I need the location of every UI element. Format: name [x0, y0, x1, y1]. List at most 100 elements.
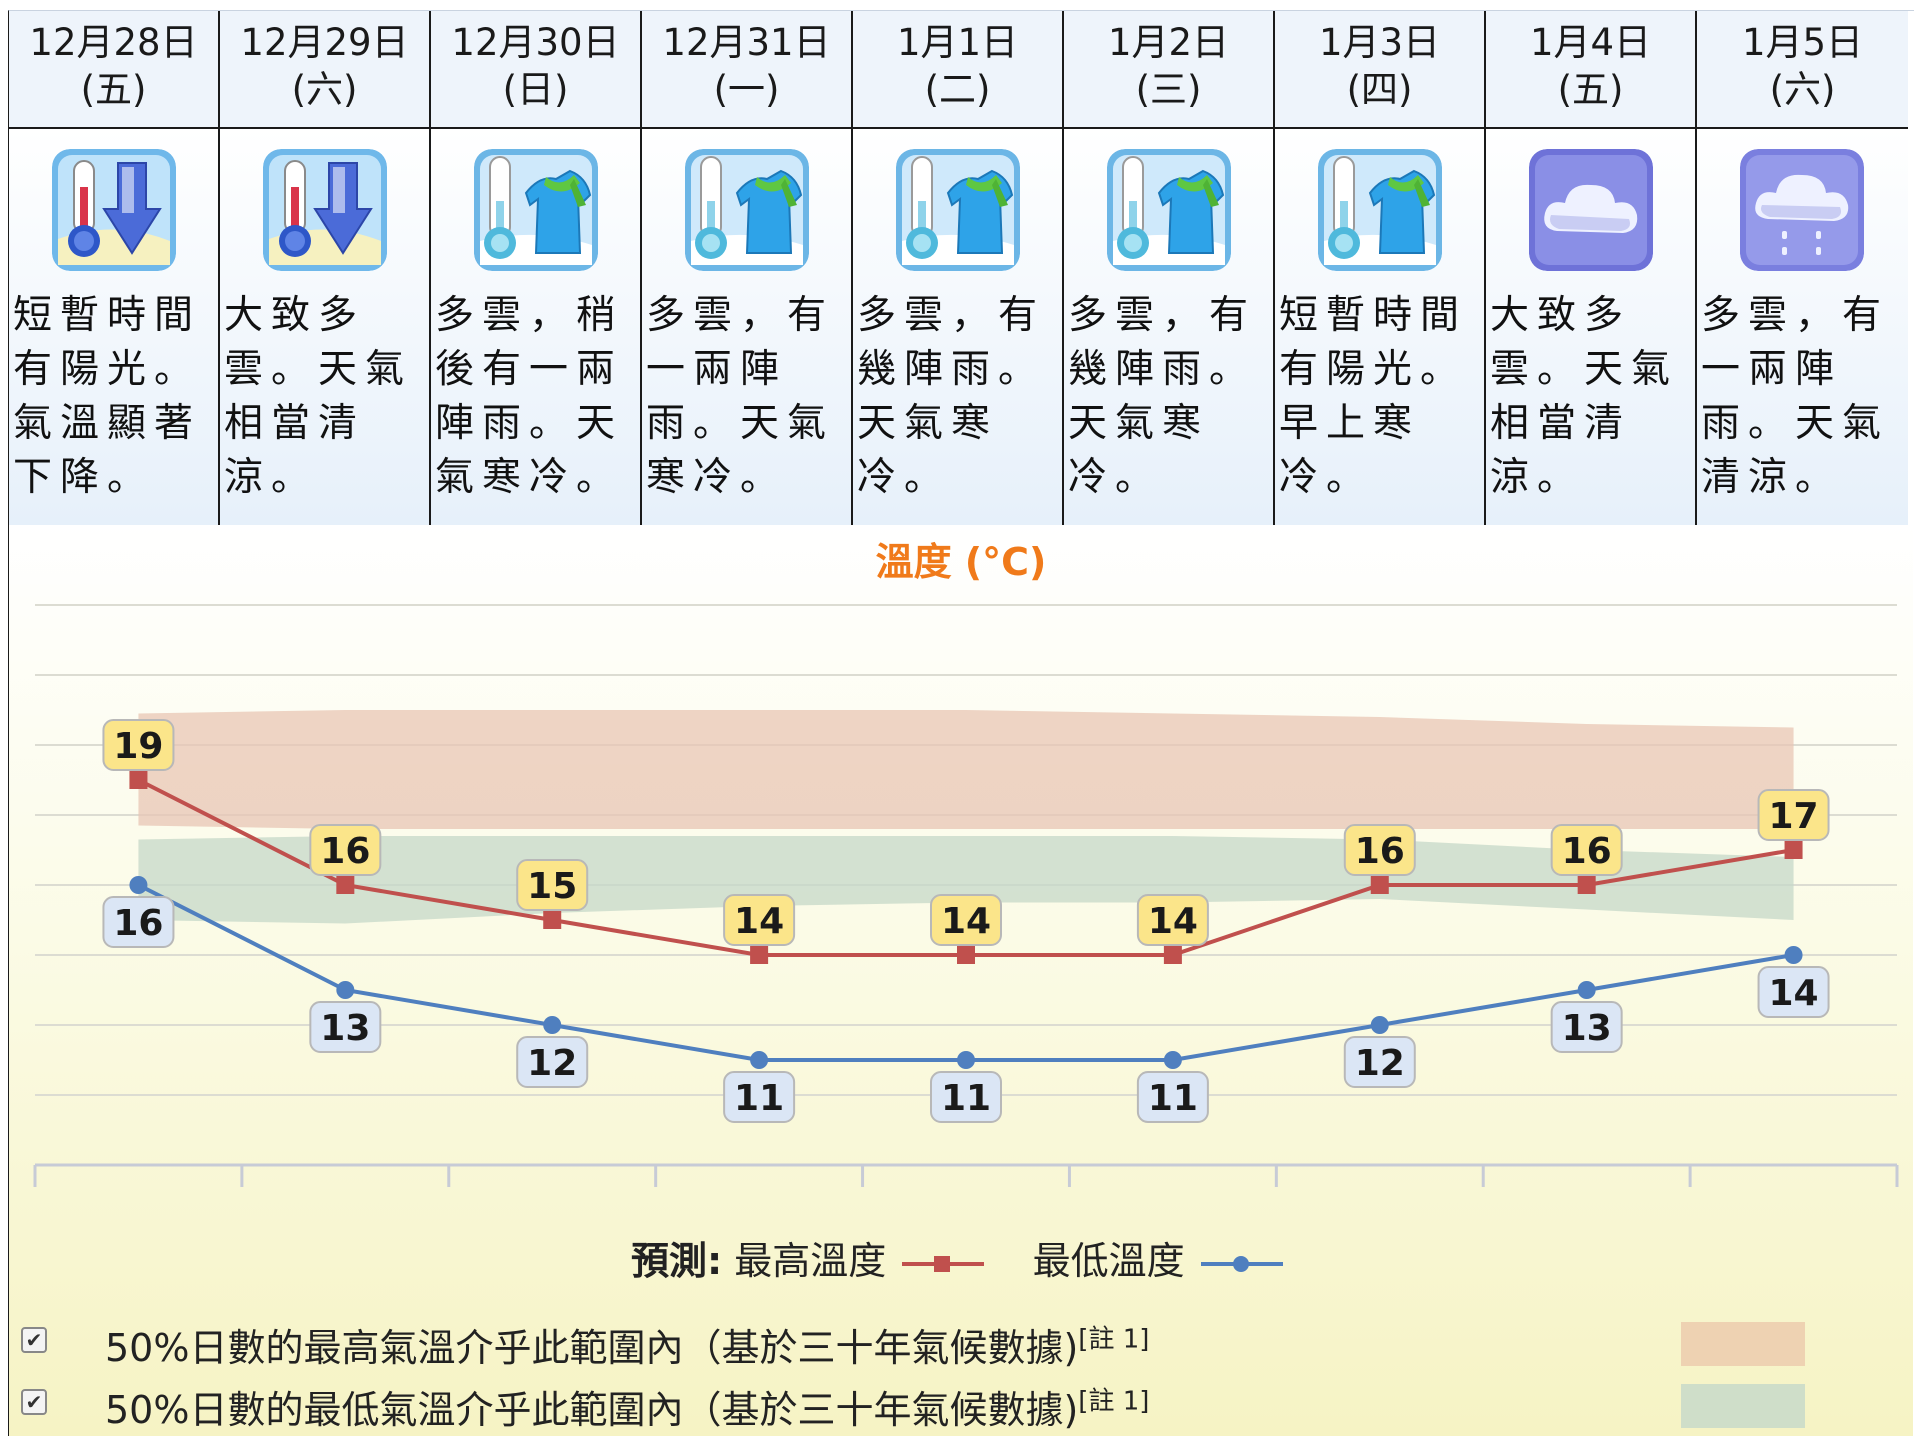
forecast-day: 1月1日 (二) 多雲，有幾陣雨。天氣寒冷。	[853, 11, 1064, 526]
min-data-label: 13	[320, 1008, 370, 1049]
day-date: 1月3日	[1318, 21, 1441, 64]
day-header: 12月28日 (五)	[9, 11, 218, 129]
cold-icon[interactable]	[1318, 149, 1442, 271]
min-data-label: 13	[1562, 1008, 1612, 1049]
min-label-box	[723, 1071, 796, 1123]
day-header: 1月5日 (六)	[1697, 11, 1908, 129]
min-data-label: 11	[1148, 1078, 1198, 1119]
min-data-label: 14	[1769, 973, 1819, 1014]
cloudy-icon[interactable]	[1529, 149, 1653, 271]
chart-title: 溫度 (°C)	[876, 540, 1047, 584]
day-date: 1月5日	[1741, 21, 1864, 64]
day-header: 1月1日 (二)	[853, 11, 1062, 129]
day-header: 1月2日 (三)	[1064, 11, 1273, 129]
band-min-swatch	[1681, 1384, 1805, 1428]
day-date: 12月31日	[662, 21, 831, 64]
max-point	[129, 771, 148, 789]
day-weekday: (二)	[924, 68, 991, 111]
max-label-box	[309, 824, 382, 876]
forecast-table: 12月28日 (五) 短暫時間有陽光。氣溫顯著下降。 12月29日 (六) 大致多雲。天氣…	[8, 10, 1914, 526]
day-weekday: (六)	[1769, 68, 1836, 111]
max-label-box	[723, 894, 796, 946]
band-min-note[interactable]: [註 1]	[1078, 1386, 1150, 1417]
forecast-day: 1月3日 (四) 短暫時間有陽光。早上寒冷。	[1275, 11, 1486, 526]
min-label-box	[930, 1071, 1002, 1123]
min-label-box	[1757, 966, 1830, 1018]
max-label-box	[1757, 789, 1830, 841]
day-date: 1月2日	[1107, 21, 1230, 64]
day-weekday: (日)	[502, 68, 569, 111]
legend-max-label: 最高溫度	[734, 1239, 887, 1283]
max-point	[1163, 946, 1182, 964]
day-body: 多雲，有幾陣雨。天氣寒冷。	[853, 129, 1062, 526]
legend-min-marker	[1200, 1255, 1283, 1272]
legend-prefix: 預測:	[631, 1239, 723, 1283]
temperature-drop-icon[interactable]	[52, 149, 176, 271]
max-label-box	[1550, 824, 1623, 876]
max-point	[1784, 841, 1803, 859]
temperature-drop-icon[interactable]	[263, 149, 387, 271]
min-data-label: 11	[734, 1078, 784, 1119]
cold-icon[interactable]	[896, 149, 1020, 271]
day-description: 短暫時間有陽光。氣溫顯著下降。	[13, 293, 202, 500]
day-description: 多雲，有一兩陣雨。天氣寒冷。	[646, 293, 835, 500]
forecast-day: 1月4日 (五) 大致多雲。天氣相當清涼。	[1486, 11, 1697, 526]
min-label-box	[1343, 1036, 1416, 1088]
cold-icon[interactable]	[685, 149, 809, 271]
max-data-label: 14	[1148, 901, 1198, 942]
min-point	[1784, 946, 1803, 964]
band-max-checkbox[interactable]: ✔	[21, 1327, 47, 1353]
max-data-label: 17	[1769, 796, 1819, 837]
band-min-checkbox[interactable]: ✔	[21, 1389, 47, 1415]
day-description: 多雲，有幾陣雨。天氣寒冷。	[857, 293, 1046, 500]
day-body: 大致多雲。天氣相當清涼。	[1486, 129, 1695, 526]
day-description: 大致多雲。天氣相當清涼。	[224, 293, 413, 500]
day-weekday: (四)	[1346, 68, 1413, 111]
min-label-box	[1136, 1071, 1209, 1123]
max-point	[543, 911, 562, 929]
day-weekday: (六)	[291, 68, 358, 111]
band-min-text: 50%日數的最低氣溫介乎此範圍內（基於三十年氣候數據)	[105, 1388, 1079, 1432]
day-date: 1月1日	[896, 21, 1019, 64]
max-data-label: 16	[320, 831, 370, 872]
min-point	[1163, 1051, 1182, 1069]
light-rain-icon[interactable]	[1740, 149, 1864, 271]
day-date: 12月28日	[29, 21, 198, 64]
day-weekday: (一)	[713, 68, 780, 111]
band-max-text: 50%日數的最高氣溫介乎此範圍內（基於三十年氣候數據)	[105, 1326, 1079, 1370]
day-header: 12月29日 (六)	[220, 11, 429, 129]
day-date: 12月29日	[240, 21, 409, 64]
day-body: 多雲，有幾陣雨。天氣寒冷。	[1064, 129, 1273, 526]
day-description: 大致多雲。天氣相當清涼。	[1490, 293, 1679, 500]
cold-icon[interactable]	[474, 149, 598, 271]
cold-icon[interactable]	[1107, 149, 1231, 271]
day-date: 12月30日	[451, 21, 620, 64]
forecast-day: 12月31日 (一) 多雲，有一兩陣雨。天氣寒冷。	[642, 11, 853, 526]
legend-max-marker	[902, 1255, 985, 1272]
min-point	[1577, 981, 1596, 999]
band-max-area	[138, 710, 1794, 829]
max-label-box	[930, 894, 1002, 946]
max-data-label: 16	[1562, 831, 1612, 872]
day-body: 短暫時間有陽光。氣溫顯著下降。	[9, 129, 218, 526]
day-weekday: (五)	[80, 68, 147, 111]
day-body: 多雲，稍後有一兩陣雨。天氣寒冷。	[431, 129, 640, 526]
band-min-legend: 50%日數的最低氣溫介乎此範圍內（基於三十年氣候數據)[註 1]	[105, 1379, 1149, 1434]
max-label-box	[516, 859, 589, 911]
forecast-day: 1月2日 (三) 多雲，有幾陣雨。天氣寒冷。	[1064, 11, 1275, 526]
min-data-label: 12	[527, 1043, 577, 1084]
min-data-label: 16	[113, 903, 163, 944]
day-body: 短暫時間有陽光。早上寒冷。	[1275, 129, 1484, 526]
band-max-note[interactable]: [註 1]	[1078, 1324, 1150, 1355]
min-label-box	[309, 1001, 382, 1053]
min-point	[957, 1051, 975, 1069]
max-point	[750, 946, 769, 964]
max-point	[336, 876, 355, 894]
max-data-label: 16	[1355, 831, 1405, 872]
min-label-box	[1550, 1001, 1623, 1053]
day-header: 1月4日 (五)	[1486, 11, 1695, 129]
min-point	[543, 1016, 562, 1034]
max-point	[957, 946, 975, 964]
min-label-box	[102, 896, 175, 948]
band-max-swatch	[1681, 1322, 1805, 1366]
